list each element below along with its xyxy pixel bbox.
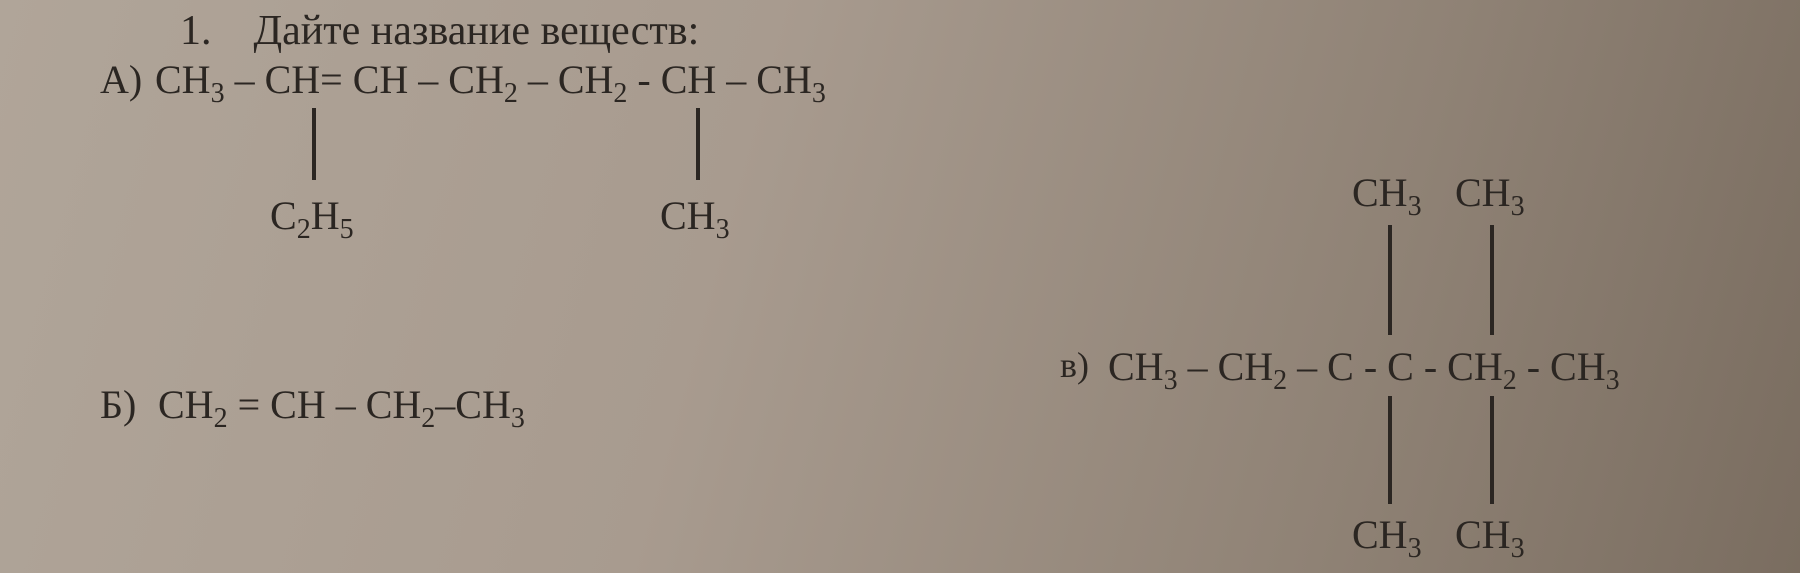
question-number: 1. bbox=[180, 8, 212, 54]
bond-v-bot-1 bbox=[1388, 396, 1392, 504]
substituent-v-bot-right: CH3 bbox=[1455, 515, 1525, 555]
chain-b: CH2 = CH – CH2–CH3 bbox=[158, 385, 525, 425]
worksheet-page: 1. Дайте название веществ: A) CH3 – CH= … bbox=[0, 0, 1800, 573]
question-text: Дайте название веществ: bbox=[254, 8, 700, 54]
chain-v: CH3 – CH2 – C - C - CH2 - CH3 bbox=[1108, 347, 1620, 387]
bond-a-1 bbox=[312, 108, 316, 180]
bond-v-top-1 bbox=[1388, 225, 1392, 335]
bond-v-top-2 bbox=[1490, 225, 1494, 335]
bond-a-2 bbox=[696, 108, 700, 180]
substituent-v-top-right: CH3 bbox=[1455, 173, 1525, 213]
label-v: в) bbox=[1060, 347, 1089, 383]
substituent-a-right: CH3 bbox=[660, 196, 730, 236]
substituent-v-bot-left: CH3 bbox=[1352, 515, 1422, 555]
label-a: A) bbox=[100, 60, 142, 100]
label-b: Б) bbox=[100, 385, 136, 425]
substituent-v-top-left: CH3 bbox=[1352, 173, 1422, 213]
question-header: 1. Дайте название веществ: bbox=[180, 10, 699, 52]
substituent-a-left: C2H5 bbox=[270, 196, 354, 236]
chain-a: CH3 – CH= CH – CH2 – CH2 - CH – CH3 bbox=[155, 60, 826, 100]
bond-v-bot-2 bbox=[1490, 396, 1494, 504]
